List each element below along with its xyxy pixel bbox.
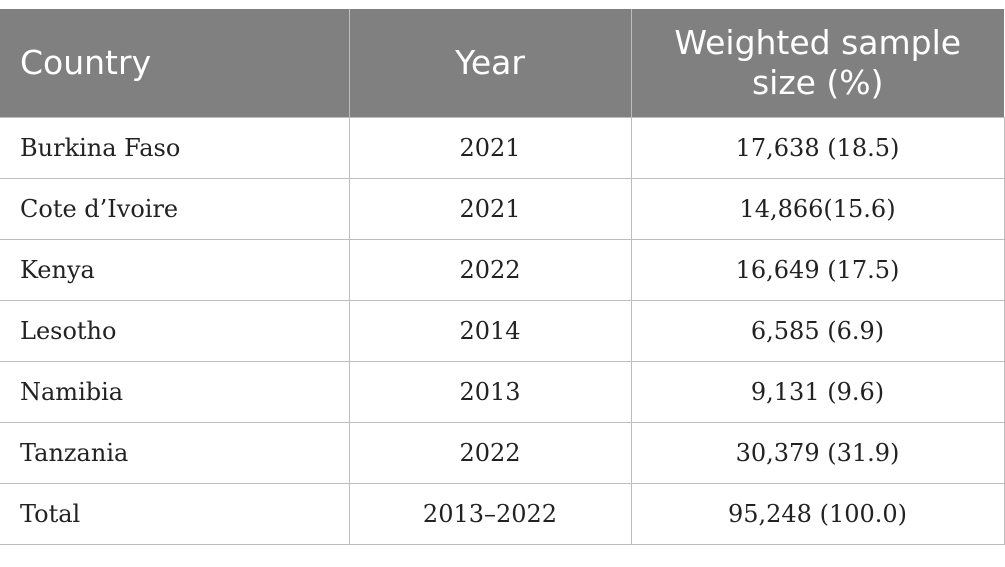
country-cell: Lesotho xyxy=(0,300,350,362)
year-cell: 2021 xyxy=(348,178,632,240)
sample-size-cell: 9,131 (9.6) xyxy=(630,361,1005,423)
table-row: Kenya 2022 16,649 (17.5) xyxy=(0,239,1005,301)
country-cell: Namibia xyxy=(0,361,350,423)
country-cell: Cote d’Ivoire xyxy=(0,178,350,240)
year-cell: 2022 xyxy=(348,422,632,484)
sample-size-cell: 17,638 (18.5) xyxy=(630,117,1005,179)
sample-size-cell: 30,379 (31.9) xyxy=(630,422,1005,484)
sample-size-cell: 6,585 (6.9) xyxy=(630,300,1005,362)
table-row: Tanzania 2022 30,379 (31.9) xyxy=(0,422,1005,484)
header-weighted-sample-size: Weighted sample size (%) xyxy=(630,9,1004,118)
table-row: Cote d’Ivoire 2021 14,866(15.6) xyxy=(0,178,1005,240)
year-cell: 2014 xyxy=(348,300,632,362)
year-cell: 2021 xyxy=(348,117,632,179)
year-cell: 2013–2022 xyxy=(348,483,632,545)
sample-size-cell: 16,649 (17.5) xyxy=(630,239,1005,301)
header-weighted-sample-size-line2: size (%) xyxy=(751,63,884,102)
total-row: Total 2013–2022 95,248 (100.0) xyxy=(0,483,1005,545)
header-weighted-sample-size-line1: Weighted sample xyxy=(674,23,962,62)
table-row: Lesotho 2014 6,585 (6.9) xyxy=(0,300,1005,362)
country-cell: Tanzania xyxy=(0,422,350,484)
country-cell: Burkina Faso xyxy=(0,117,350,179)
sample-size-cell: 95,248 (100.0) xyxy=(630,483,1005,545)
header-year: Year xyxy=(348,9,632,118)
year-cell: 2013 xyxy=(348,361,632,423)
header-country: Country xyxy=(0,9,350,118)
table-row: Namibia 2013 9,131 (9.6) xyxy=(0,361,1005,423)
sample-size-cell: 14,866(15.6) xyxy=(630,178,1005,240)
header-row: Country Year Weighted sample size (%) xyxy=(0,9,1004,118)
sample-size-table: Country Year Weighted sample size (%) Bu… xyxy=(0,9,1005,545)
table-row: Burkina Faso 2021 17,638 (18.5) xyxy=(0,117,1005,179)
country-cell: Kenya xyxy=(0,239,350,301)
year-cell: 2022 xyxy=(348,239,632,301)
country-cell: Total xyxy=(0,483,350,545)
